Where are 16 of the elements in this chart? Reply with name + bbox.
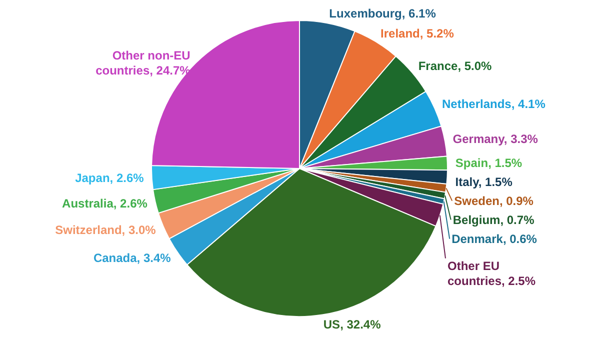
slice-label: Ireland, 5.2% [380,26,454,40]
slice-label: Netherlands, 4.1% [442,97,546,112]
slice-label: Denmark, 0.6% [452,232,538,246]
slice-label: Australia, 2.6% [62,196,148,211]
slice-label: Other EU countries, 2.5% [447,258,536,288]
slice-label: Belgium, 0.7% [452,212,535,227]
slice-label: US, 32.4% [323,318,382,332]
slice-label: France, 5.0% [418,59,492,74]
slice-label: Sweden, 0.9% [454,194,534,208]
slice-label: Spain, 1.5% [455,156,522,170]
slice-label: Italy, 1.5% [455,174,513,189]
slice-label: Canada, 3.4% [93,250,172,265]
slice-label: Germany, 3.3% [452,132,538,146]
slice-label: Switzerland, 3.0% [55,223,156,238]
slice-label: Japan, 2.6% [75,171,144,186]
slice-label: Luxembourg, 6.1% [329,6,436,20]
